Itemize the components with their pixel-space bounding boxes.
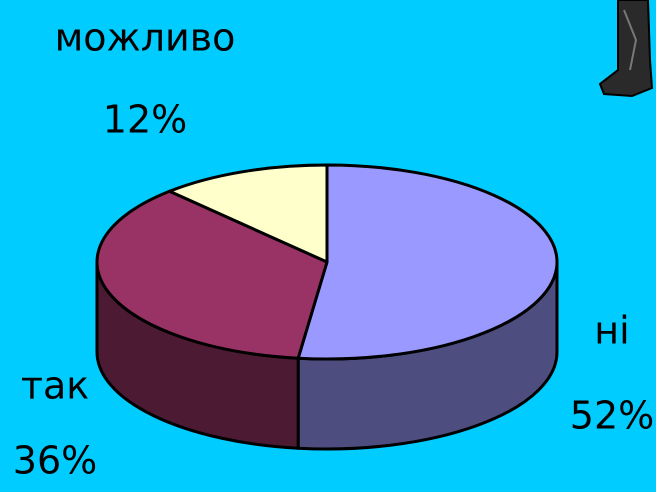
category-label: так [21,364,89,408]
figure-decoration [598,0,654,98]
category-label: ні [594,309,629,353]
pie-slice [168,163,329,264]
value-label: 12% [103,98,187,142]
pie-slice [95,189,329,360]
category-label: можливо [55,16,236,60]
value-label: 52% [570,394,654,438]
value-label: 36% [13,439,97,483]
pie-slice [296,163,559,361]
